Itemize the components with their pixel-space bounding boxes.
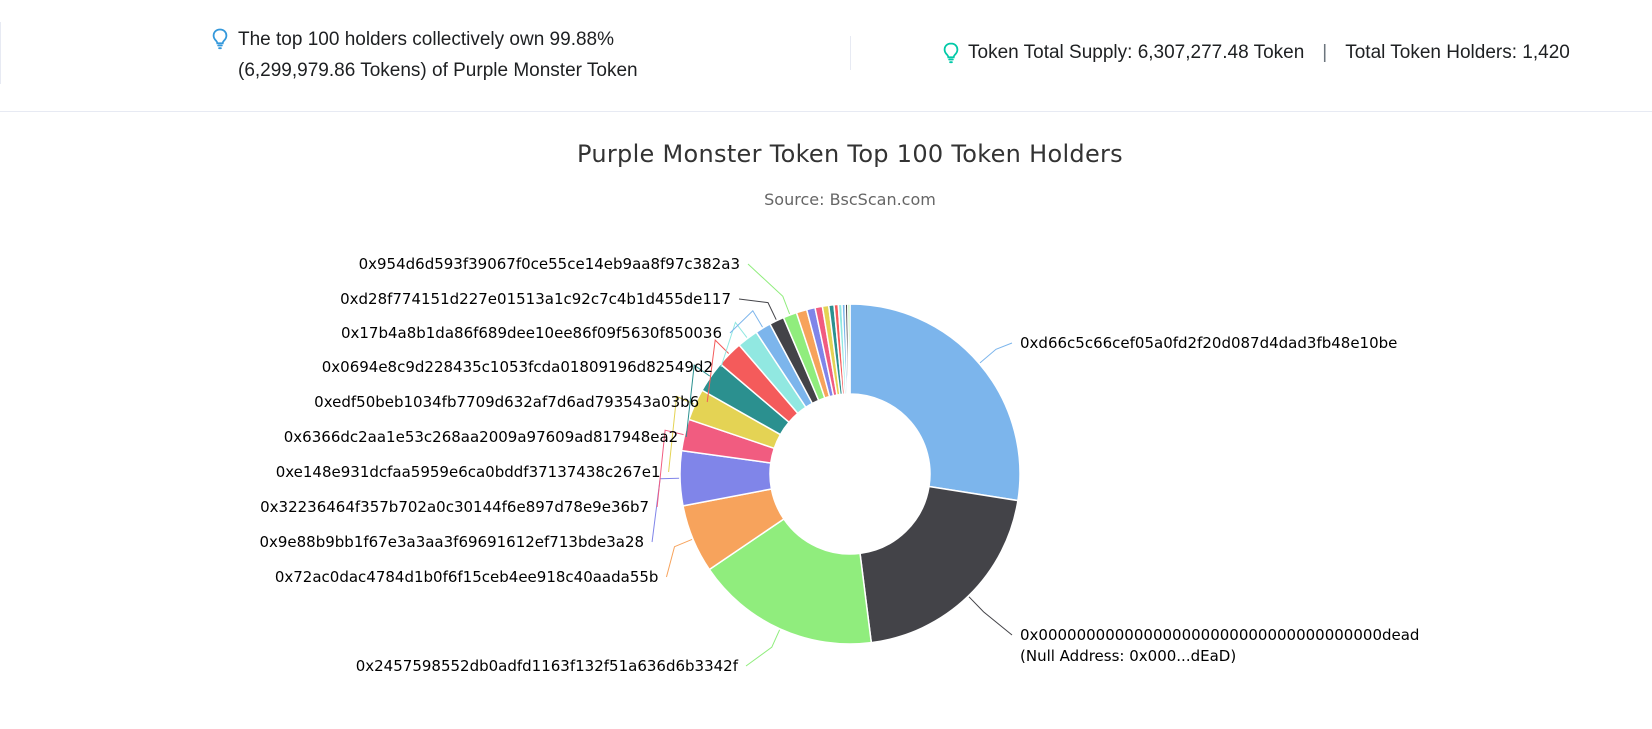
label-connector: [979, 342, 1013, 364]
slice-label: 0x000000000000000000000000000000000000de…: [1020, 626, 1419, 644]
slice-label: 0xd66c5c66cef05a0fd2f20d087d4dad3fb48e10…: [1020, 334, 1397, 352]
label-connector: [738, 298, 777, 320]
slice-label: 0x2457598552db0adfd1163f132f51a636d6b334…: [356, 657, 739, 675]
top-holders-summary: The top 100 holders collectively own 99.…: [238, 24, 698, 86]
label-connectors: [651, 263, 1013, 667]
vertical-divider: [850, 36, 851, 70]
summary-line-1: The top 100 holders collectively own 99.…: [238, 29, 615, 50]
lightbulb-icon: [212, 28, 228, 50]
slice-labels: 0xd66c5c66cef05a0fd2f20d087d4dad3fb48e10…: [259, 255, 1419, 675]
slice-label: 0xedf50beb1034fb7709d632af7d6ad793543a03…: [314, 393, 699, 411]
label-connector: [668, 395, 695, 473]
label-connector: [720, 321, 748, 368]
label-connector: [968, 596, 1013, 636]
chart-title: Purple Monster Token Top 100 Token Holde…: [577, 140, 1123, 168]
label-connector: [651, 477, 680, 543]
label-connector: [706, 339, 730, 403]
slice-label: 0xe148e931dcfaa5959e6ca0bddf37137438c267…: [276, 463, 661, 481]
donut-slice[interactable]: [708, 518, 873, 645]
slice-label: 0x954d6d593f39067f0ce55ce14eb9aa8f97c382…: [359, 255, 740, 273]
label-connector: [665, 538, 693, 578]
chart-subtitle: Source: BscScan.com: [764, 190, 936, 209]
slice-label: 0x0694e8c9d228435c1053fcda01809196d82549…: [322, 358, 713, 376]
label-connector: [745, 629, 781, 667]
label-connector: [729, 309, 763, 334]
slice-sublabel: (Null Address: 0x000...dEaD): [1020, 647, 1236, 665]
token-supply-info: Token Total Supply: 6,307,277.48 Token | T…: [968, 40, 1570, 66]
donut-slice[interactable]: [859, 485, 1019, 644]
slice-label: 0xd28f774151d227e01513a1c92c7c4b1d455de1…: [340, 290, 731, 308]
donut-slice[interactable]: [847, 303, 851, 395]
label-connector: [656, 429, 684, 508]
slice-label: 0x32236464f357b702a0c30144f6e897d78e9e36…: [260, 498, 649, 516]
token-total-supply: Token Total Supply: 6,307,277.48 Token: [968, 42, 1305, 63]
donut-slice[interactable]: [849, 303, 1021, 502]
label-connector: [747, 263, 791, 315]
supply-separator: |: [1322, 42, 1328, 63]
total-token-holders: Total Token Holders: 1,420: [1345, 42, 1570, 63]
donut-slices: [679, 303, 1021, 645]
slice-label: 0x17b4a8b1da86f689dee10ee86f09f5630f8500…: [341, 324, 722, 342]
slice-label: 0x9e88b9bb1f67e3a3aa3f69691612ef713bde3a…: [259, 533, 644, 551]
left-divider: [0, 22, 1, 84]
holders-summary-bar: The top 100 holders collectively own 99.…: [0, 0, 1652, 112]
summary-line-2: (6,299,979.86 Tokens) of Purple Monster …: [238, 60, 638, 81]
slice-label: 0x72ac0dac4784d1b0f6f15ceb4ee918c40aada5…: [275, 568, 659, 586]
lightbulb-icon: [943, 42, 959, 64]
slice-label: 0x6366dc2aa1e53c268aa2009a97609ad817948e…: [284, 428, 678, 446]
label-connector: [685, 364, 711, 438]
